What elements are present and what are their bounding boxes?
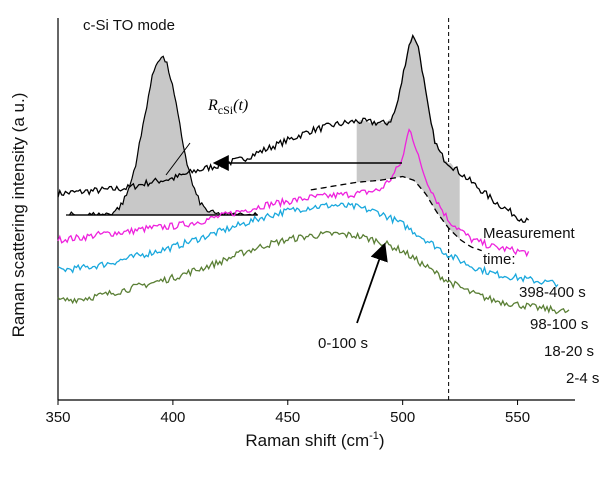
annotation-arrow xyxy=(356,242,388,324)
annotation-label: 0-100 s xyxy=(318,335,368,352)
legend-title-1: Measurement xyxy=(483,225,576,242)
x-tick-label: 450 xyxy=(275,409,300,426)
x-axis-label-sup: -1 xyxy=(369,430,379,442)
series-group xyxy=(57,33,570,315)
series-line xyxy=(57,33,530,223)
series-labels: 398-400 s 98-100 s 18-20 s 2-4 s xyxy=(519,284,599,387)
y-axis-label: Raman scattering intensity (a u.) xyxy=(9,93,28,338)
series-line xyxy=(57,201,559,288)
x-axis-label-end: ) xyxy=(379,431,385,450)
inset-label-pointer xyxy=(165,142,191,176)
inset-title: c-Si TO mode xyxy=(83,17,175,34)
main-peak-fill xyxy=(356,37,460,240)
series-line xyxy=(57,230,570,315)
x-tick-label: 500 xyxy=(390,409,415,426)
inset-label-main: R xyxy=(207,97,218,114)
series-label: 18-20 s xyxy=(544,343,594,360)
series-label: 98-100 s xyxy=(530,316,588,333)
series-line xyxy=(57,128,530,258)
series-label: 2-4 s xyxy=(566,370,599,387)
inset-label-arg: (t) xyxy=(233,97,248,114)
x-axis-label-main: Raman shift (cm xyxy=(245,431,369,450)
x-tick-label: 550 xyxy=(505,409,530,426)
series-label: 398-400 s xyxy=(519,284,586,301)
inset-label-sub: cSi xyxy=(218,103,234,117)
x-ticks: 350 400 450 500 550 xyxy=(45,400,530,426)
x-tick-label: 400 xyxy=(160,409,185,426)
legend-title-2: time: xyxy=(483,251,516,268)
series-line xyxy=(310,175,482,252)
x-tick-label: 350 xyxy=(45,409,70,426)
x-axis-label: Raman shift (cm-1) xyxy=(245,430,384,450)
inset-label: RcSi(t) xyxy=(207,97,248,117)
